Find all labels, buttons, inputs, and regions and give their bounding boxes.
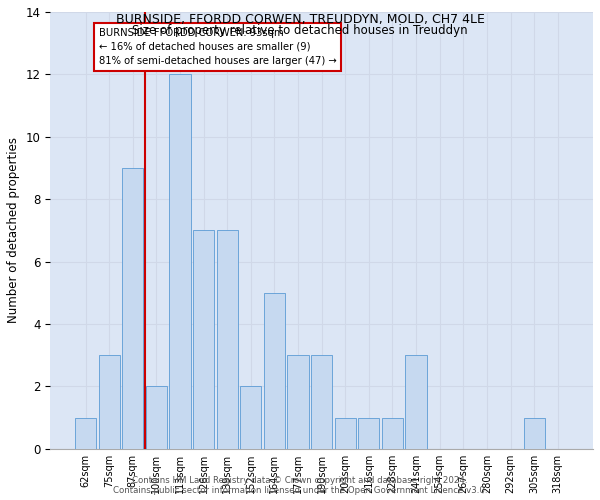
Text: Contains HM Land Registry data © Crown copyright and database right 2024.
Contai: Contains HM Land Registry data © Crown c… (113, 476, 487, 495)
Text: BURNSIDE FFORDD CORWEN: 93sqm
← 16% of detached houses are smaller (9)
81% of se: BURNSIDE FFORDD CORWEN: 93sqm ← 16% of d… (98, 28, 336, 66)
Bar (217, 230, 238, 449)
Bar (358, 418, 379, 449)
Bar (335, 418, 356, 449)
Y-axis label: Number of detached properties: Number of detached properties (7, 138, 20, 324)
Bar (382, 418, 403, 449)
Bar (524, 418, 545, 449)
Text: BURNSIDE, FFORDD CORWEN, TREUDDYN, MOLD, CH7 4LE: BURNSIDE, FFORDD CORWEN, TREUDDYN, MOLD,… (116, 12, 484, 26)
Bar (264, 293, 285, 449)
Bar (98, 355, 120, 449)
Bar (406, 355, 427, 449)
Bar (193, 230, 214, 449)
Bar (169, 74, 191, 449)
Bar (240, 386, 262, 449)
Text: Size of property relative to detached houses in Treuddyn: Size of property relative to detached ho… (132, 24, 468, 37)
Bar (287, 355, 308, 449)
Bar (122, 168, 143, 449)
Bar (75, 418, 96, 449)
Bar (146, 386, 167, 449)
Bar (311, 355, 332, 449)
